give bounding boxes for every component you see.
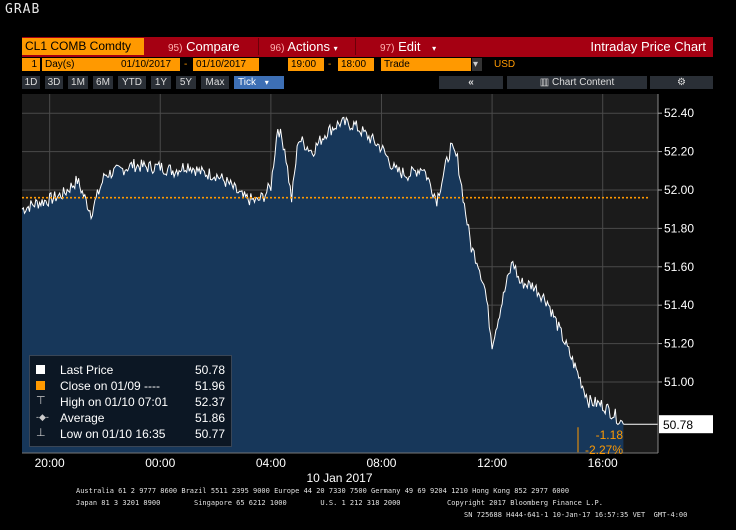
x-tick-label: 08:00 bbox=[366, 456, 396, 470]
start-date-input[interactable]: 01/10/2017 bbox=[118, 58, 180, 71]
compare-number: 95) bbox=[168, 43, 183, 54]
tab-5y[interactable]: 5Y bbox=[176, 76, 196, 89]
legend-close: Close on 01/09 ---- 51.96 bbox=[30, 378, 231, 394]
double-chevron-left-icon[interactable]: « bbox=[439, 76, 503, 89]
tab-1y[interactable]: 1Y bbox=[151, 76, 171, 89]
start-time-input[interactable]: 19:00 bbox=[288, 58, 324, 71]
legend-close-label: Close on 01/09 ---- bbox=[60, 379, 161, 393]
legend-last-price-label: Last Price bbox=[60, 363, 114, 377]
actions-dropdown-icon: ▾ bbox=[333, 44, 338, 53]
edit-number: 97) bbox=[380, 43, 395, 54]
actions-number: 96) bbox=[270, 43, 285, 54]
params-bar: 1 Day(s) 01/10/2017 - 01/10/2017 19:00 -… bbox=[22, 58, 713, 72]
legend-high-value: 52.37 bbox=[194, 395, 225, 409]
tab-tick[interactable]: Tick ▾ bbox=[234, 76, 284, 89]
edit-label: Edit bbox=[398, 39, 421, 54]
period-count-input[interactable]: 1 bbox=[22, 58, 40, 71]
gear-icon[interactable]: ⚙ bbox=[650, 76, 713, 89]
legend-low-label: Low on 01/10 16:35 bbox=[60, 427, 166, 441]
tab-max[interactable]: Max bbox=[201, 76, 229, 89]
tab-ytd[interactable]: YTD bbox=[118, 76, 146, 89]
price-chart[interactable]: 51.00 51.20 51.40 51.60 51.80 52.00 52.20 52.40… bbox=[0, 94, 736, 530]
x-tick-label: 12:00 bbox=[477, 456, 507, 470]
actions-button[interactable]: 96) Actions ▾ bbox=[270, 38, 338, 55]
currency-label: USD bbox=[494, 59, 516, 70]
tab-6m[interactable]: 6M bbox=[93, 76, 113, 89]
date-separator: - bbox=[184, 59, 188, 70]
end-date-input[interactable]: 01/10/2017 bbox=[193, 58, 259, 71]
last-price-tag-label: 50.78 bbox=[663, 418, 693, 432]
y-tick-label: 52.00 bbox=[664, 183, 694, 197]
y-tick-label: 51.40 bbox=[664, 298, 694, 312]
close-swatch bbox=[36, 381, 45, 390]
high-marker-icon: ⊤ bbox=[36, 395, 46, 407]
footer-serial: SN 725688 H444-641-1 10-Jan-17 16:57:35 … bbox=[464, 511, 688, 519]
legend-last-price-value: 50.78 bbox=[194, 363, 225, 377]
legend-high-label: High on 01/10 07:01 bbox=[60, 395, 169, 409]
x-axis-date-label: 10 Jan 2017 bbox=[306, 471, 372, 485]
footer-copyright: Copyright 2017 Bloomberg Finance L.P. bbox=[447, 499, 603, 507]
average-line-icon: -◆- bbox=[36, 412, 49, 422]
y-tick-label: 51.00 bbox=[664, 375, 694, 389]
low-marker-icon: ⊥ bbox=[36, 427, 46, 439]
y-tick-label: 52.20 bbox=[664, 145, 694, 159]
tab-3d[interactable]: 3D bbox=[45, 76, 63, 89]
y-tick-label: 52.40 bbox=[664, 106, 694, 120]
chart-content-button[interactable]: ▥ Chart Content bbox=[507, 76, 647, 89]
legend-high: ⊤ High on 01/10 07:01 52.37 bbox=[30, 394, 231, 410]
toolbar-divider bbox=[258, 38, 259, 55]
edit-button[interactable]: 97) Edit ▾ bbox=[380, 38, 436, 55]
edit-dropdown-icon: ▾ bbox=[432, 44, 437, 53]
y-tick-label: 51.60 bbox=[664, 260, 694, 274]
legend-average: -◆- Average 51.86 bbox=[30, 410, 231, 426]
toolbar bbox=[22, 37, 713, 57]
legend-low-value: 50.77 bbox=[194, 427, 225, 441]
legend-close-value: 51.96 bbox=[194, 379, 225, 393]
change-absolute: -1.18 bbox=[596, 428, 624, 442]
price-line bbox=[21, 116, 624, 426]
mode-dropdown-icon[interactable]: ▾ bbox=[472, 58, 482, 71]
compare-label: Compare bbox=[186, 39, 240, 54]
ticker-field[interactable]: CL1 COMB Comdty bbox=[22, 38, 144, 55]
tab-1d[interactable]: 1D bbox=[22, 76, 40, 89]
y-tick-label: 51.80 bbox=[664, 221, 694, 235]
x-tick-label: 00:00 bbox=[145, 456, 175, 470]
last-price-swatch bbox=[36, 365, 45, 374]
legend-low: ⊥ Low on 01/10 16:35 50.77 bbox=[30, 426, 231, 442]
tab-tick-dropdown-icon: ▾ bbox=[264, 78, 269, 87]
legend-last-price: Last Price 50.78 bbox=[30, 362, 231, 378]
tab-tick-label: Tick bbox=[238, 77, 256, 88]
tab-1m[interactable]: 1M bbox=[68, 76, 88, 89]
y-tick-label: 51.20 bbox=[664, 337, 694, 351]
toolbar-divider bbox=[355, 38, 356, 55]
legend-average-value: 51.86 bbox=[194, 411, 225, 425]
footer-contacts-2: Japan 81 3 3201 8900 Singapore 65 6212 1… bbox=[76, 499, 401, 507]
period-tabs: 1D 3D 1M 6M YTD 1Y 5Y Max Tick ▾ « ▥ Cha… bbox=[22, 76, 713, 90]
mode-select[interactable]: Trade bbox=[381, 58, 471, 71]
grab-label: GRAB bbox=[5, 2, 41, 17]
x-tick-label: 04:00 bbox=[256, 456, 286, 470]
legend-average-label: Average bbox=[60, 411, 105, 425]
chart-title: Intraday Price Chart bbox=[590, 39, 706, 54]
compare-button[interactable]: 95) Compare bbox=[168, 38, 240, 55]
x-tick-label: 16:00 bbox=[588, 456, 618, 470]
chart-content-label: Chart Content bbox=[551, 77, 615, 88]
actions-label: Actions bbox=[287, 39, 330, 54]
change-percent: -2.27% bbox=[585, 443, 623, 457]
chart-legend: Last Price 50.78 Close on 01/09 ---- 51.… bbox=[29, 355, 232, 447]
footer-contacts-1: Australia 61 2 9777 8600 Brazil 5511 239… bbox=[76, 487, 570, 495]
last-price-tag bbox=[659, 415, 713, 434]
bar-chart-icon: ▥ bbox=[539, 77, 550, 88]
period-unit-select[interactable]: Day(s) bbox=[42, 58, 135, 71]
end-time-input[interactable]: 18:00 bbox=[338, 58, 374, 71]
x-tick-label: 20:00 bbox=[35, 456, 65, 470]
time-separator: - bbox=[328, 59, 332, 70]
